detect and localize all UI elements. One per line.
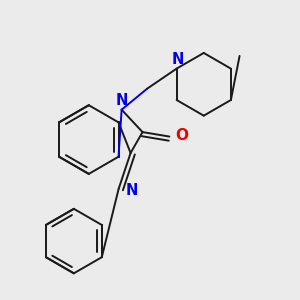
Text: O: O <box>175 128 188 143</box>
Text: N: N <box>125 183 138 198</box>
Text: N: N <box>172 52 184 67</box>
Text: N: N <box>116 94 128 109</box>
